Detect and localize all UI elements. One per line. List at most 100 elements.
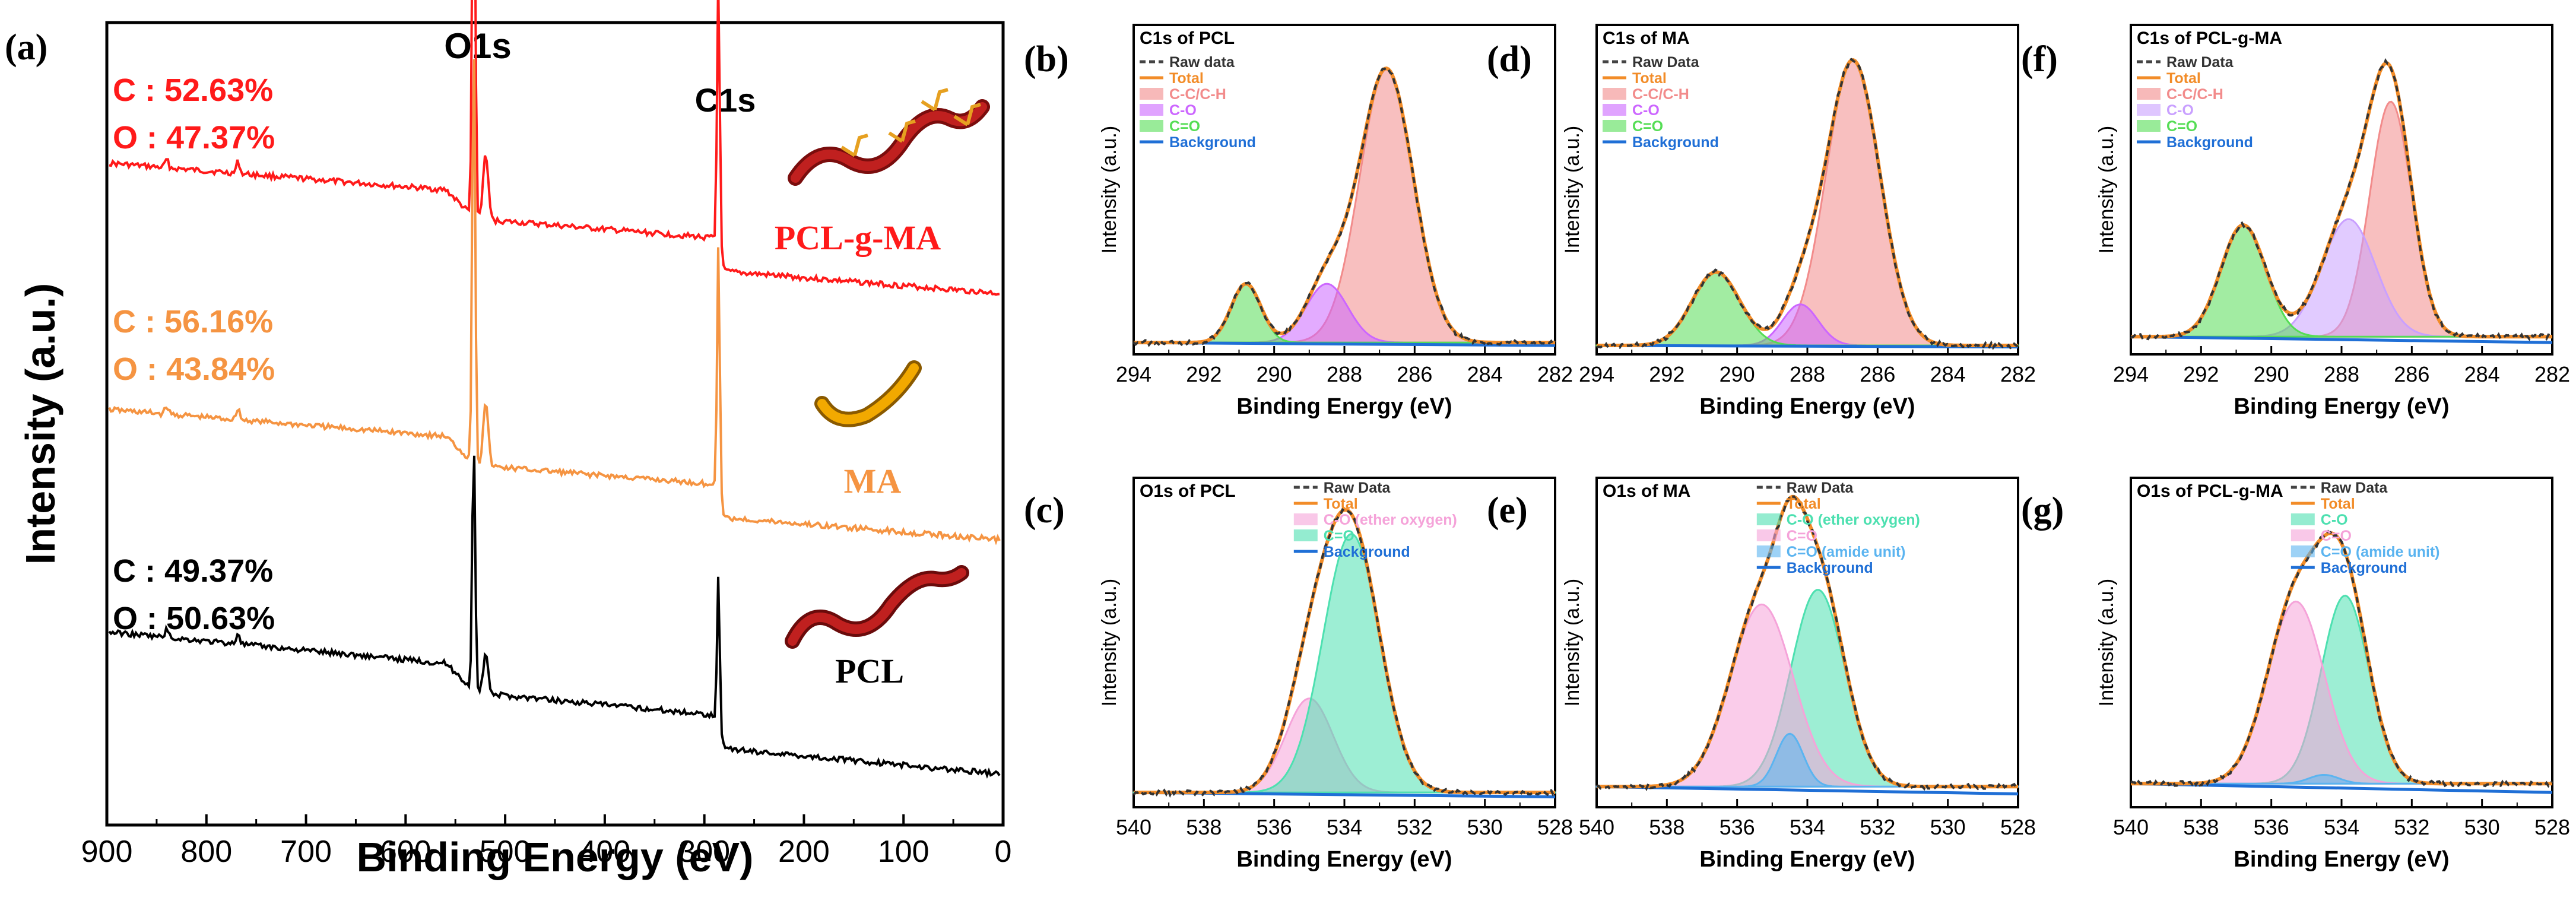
x-tick-label: 284	[1467, 362, 1503, 386]
x-tick-label: 540	[1579, 815, 1614, 839]
graft-branch-icon	[840, 134, 868, 157]
graft-branch-icon	[888, 119, 916, 143]
legend-swatch	[2291, 529, 2315, 541]
legend-label: Background	[1632, 134, 1719, 151]
legend-label: C-C/C-H	[2166, 86, 2223, 103]
x-tick-label: 290	[2254, 362, 2289, 386]
x-tick-label: 534	[1327, 815, 1362, 839]
panel-label: (g)	[2021, 490, 2064, 531]
spectrum-line-PCL-g-MA	[109, 0, 1000, 296]
legend-swatch	[2137, 88, 2161, 100]
carbon-content: C : 52.63%	[113, 72, 273, 108]
legend-label: Total	[1787, 496, 1821, 512]
legend-label: Raw Data	[2321, 480, 2388, 496]
xps-panel: 540 538 536 534 532 530 528 Binding Energy (eV)…	[2021, 477, 2570, 872]
x-tick-label: 284	[1930, 362, 1966, 386]
x-axis-label: Binding Energy (eV)	[1699, 847, 1915, 872]
xps-panel: 294 292 290 288 286 284 282 Binding Energy (eV)…	[2021, 24, 2570, 419]
y-axis-label: Intensity (a.u.)	[2095, 579, 2118, 706]
legend-label: C=O	[1324, 528, 1354, 544]
panel-label: (c)	[1024, 490, 1065, 531]
x-tick-label: 538	[1649, 815, 1684, 839]
legend-label: C=O (amide unit)	[2321, 544, 2440, 560]
panel-a: 900 800 700 600 500 400 300 200 100 0 Binding Ener…	[5, 0, 1011, 880]
x-tick-label: 294	[2113, 362, 2149, 386]
legend-swatch	[1603, 88, 1626, 100]
legend-label: Total	[1169, 70, 1204, 87]
legend-swatch	[1140, 88, 1163, 100]
x-axis-label: Binding Energy (eV)	[2234, 847, 2449, 872]
x-tick-label: 532	[2394, 815, 2429, 839]
legend-label: Background	[2321, 560, 2407, 576]
legend-label: C-O	[2321, 512, 2348, 528]
background-line	[2130, 335, 2553, 344]
y-axis-label: Intensity (a.u.)	[1098, 126, 1121, 253]
y-axis-label: Intensity (a.u.)	[1561, 579, 1584, 706]
oxygen-content: O : 50.63%	[113, 601, 275, 636]
plot-title: C1s of PCL-g-MA	[2137, 28, 2282, 48]
background-line	[1596, 785, 2019, 796]
x-tick-label: 286	[1860, 362, 1895, 386]
legend-label: C-O	[1169, 102, 1197, 119]
legend-swatch	[2137, 104, 2161, 116]
pcl-g-ma-chain-highlight	[791, 102, 987, 183]
xps-panel: 540 538 536 534 532 530 528 Binding Energy (eV)…	[1487, 477, 2036, 872]
x-tick-label: 528	[2534, 815, 2570, 839]
xps-panel: 294 292 290 288 286 284 282 Binding Energy (eV)…	[1487, 24, 2036, 419]
ma-chain-highlight	[817, 363, 919, 424]
x-tick-label: 530	[1467, 815, 1503, 839]
legend-swatch	[1140, 120, 1163, 132]
x-tick-label: 0	[995, 835, 1012, 869]
x-tick-label: 900	[81, 835, 133, 869]
legend-label: C-O (ether oxygen)	[1324, 512, 1457, 528]
legend-label: Total	[2166, 70, 2201, 87]
carbon-content: C : 56.16%	[113, 304, 273, 340]
legend-swatch	[1756, 545, 1781, 557]
raw-data-line	[1596, 58, 2019, 350]
x-tick-label: 284	[2464, 362, 2500, 386]
legend-swatch	[1293, 529, 1318, 541]
x-tick-label: 292	[1186, 362, 1222, 386]
x-tick-label: 700	[280, 835, 332, 869]
x-tick-label: 500	[480, 835, 531, 869]
x-tick-label: 288	[2324, 362, 2359, 386]
y-axis-label: Intensity (a.u.)	[1561, 126, 1584, 253]
spectrum-name: MA	[844, 462, 902, 500]
legend-swatch	[1756, 529, 1781, 541]
x-tick-label: 100	[878, 835, 929, 869]
pcl-chain-highlight	[788, 568, 966, 646]
panel-label: (a)	[5, 27, 47, 68]
carbon-content: C : 49.37%	[113, 553, 273, 589]
legend-swatch	[2291, 545, 2315, 557]
raw-data-line	[2130, 529, 2553, 788]
legend-label: C=O	[2321, 528, 2352, 544]
x-tick-label: 282	[1537, 362, 1573, 386]
legend-label: Raw data	[1169, 54, 1235, 71]
legend-label: C=O	[2166, 118, 2197, 135]
legend-swatch	[1603, 120, 1626, 132]
oxygen-content: O : 43.84%	[113, 351, 275, 387]
panel-label: (d)	[1487, 39, 1532, 80]
x-tick-label: 288	[1790, 362, 1825, 386]
legend-label: C-O	[1632, 102, 1660, 119]
plot-title: C1s of MA	[1603, 28, 1690, 48]
x-tick-label: 538	[1186, 815, 1222, 839]
legend-swatch	[2137, 120, 2161, 132]
legend-label: Raw Data	[1324, 480, 1391, 496]
x-tick-label: 400	[579, 835, 631, 869]
legend-label: C=O (amide unit)	[1787, 544, 1906, 560]
x-tick-label: 534	[2324, 815, 2359, 839]
legend-label: Total	[1632, 70, 1667, 87]
panel-label: (f)	[2021, 39, 2058, 80]
legend-label: Raw Data	[1787, 480, 1854, 496]
legend-label: Background	[1324, 544, 1410, 560]
raw-data-line	[1132, 66, 1556, 347]
legend-label: C-C/C-H	[1632, 86, 1689, 103]
x-axis-label: Binding Energy (eV)	[1236, 394, 1452, 419]
x-tick-label: 600	[380, 835, 432, 869]
legend-swatch	[1293, 513, 1318, 525]
graft-branch-icon	[921, 88, 948, 112]
x-tick-label: 532	[1397, 815, 1432, 839]
raw-data-line	[1596, 493, 2019, 792]
